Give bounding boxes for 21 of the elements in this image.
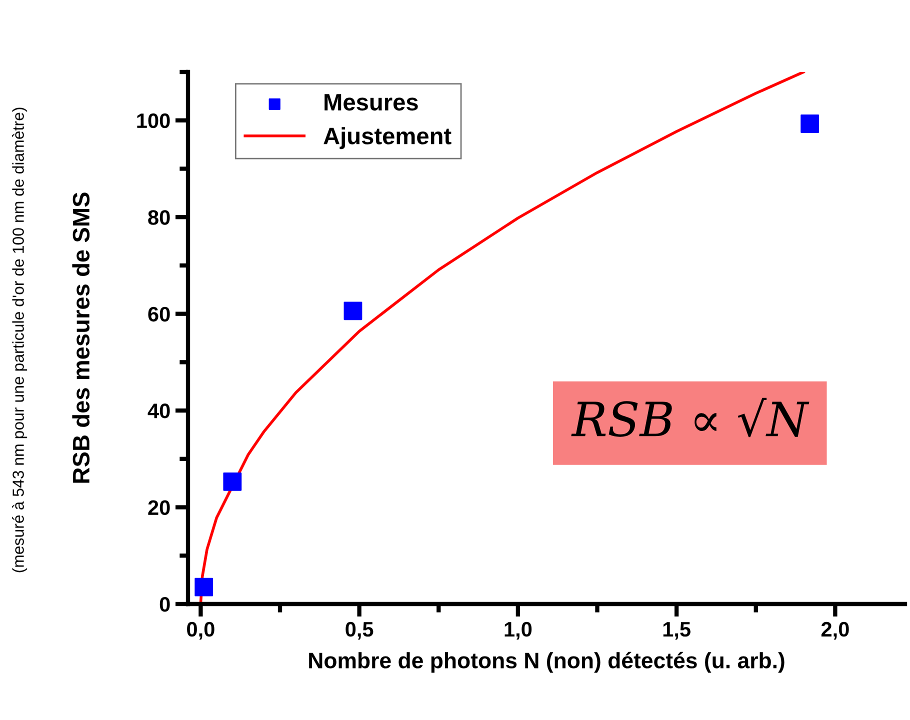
point (800, 114, 820, 133)
y-tick-label: 20 (148, 500, 170, 516)
x-tick-label: 1,0 (504, 622, 532, 640)
y-tick-label: 40 (148, 404, 170, 418)
x-tick-label: 0,0 (187, 622, 214, 640)
x-tick-label: 1,5 (663, 622, 690, 640)
legend-label: Mesures (324, 94, 418, 111)
y-tick-label: 60 (148, 306, 170, 322)
point (223, 472, 242, 491)
y-tick-label: 100 (137, 113, 170, 128)
point (194, 578, 214, 596)
x-tick-label: 2,0 (821, 622, 849, 640)
annotation: RSB ∝ √N (571, 398, 810, 438)
text: (mesuré à 543 nm pour une particule d'or de 100 nm de diamètre) (12, 108, 28, 572)
x-axis-title: Nombre de photons N (non) détectés (u. arb.) (309, 652, 784, 673)
legend-label: Ajustement (324, 127, 452, 150)
y-tick-label: 80 (148, 210, 170, 225)
x-tick-label: 0,5 (346, 622, 374, 640)
y-axis-title: RSB des mesures de SMS (72, 192, 90, 483)
y-tick-label: 0 (160, 597, 170, 612)
point (344, 302, 362, 320)
